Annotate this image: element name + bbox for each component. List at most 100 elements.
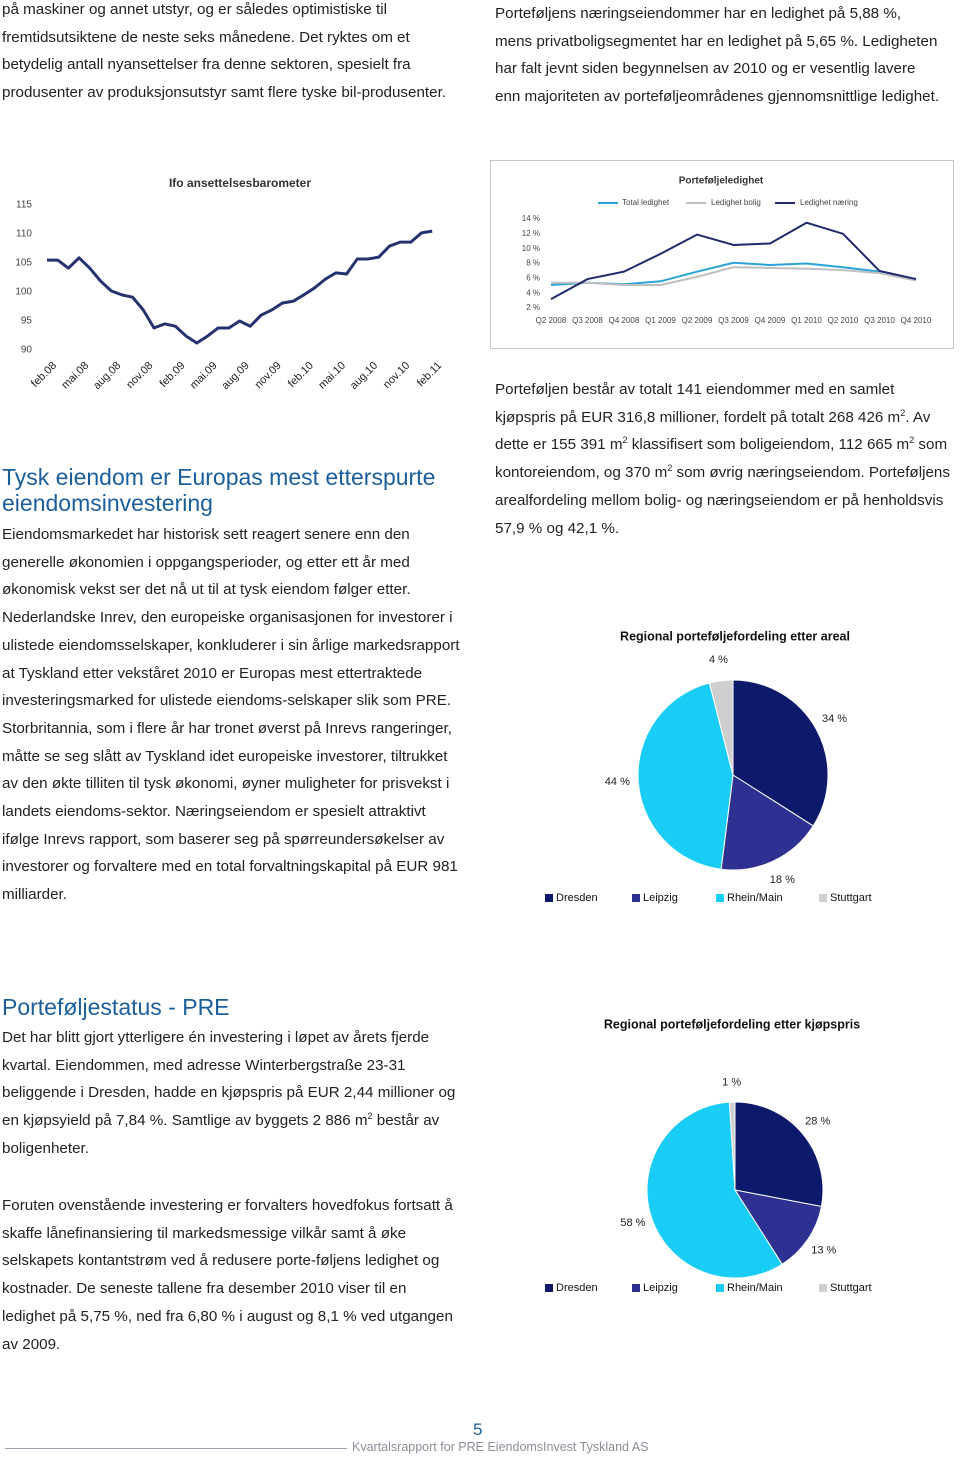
- intro-left: på maskiner og annet utstyr, og er såled…: [2, 1, 447, 102]
- chart: Regional porteføljefordeling etter kjøps…: [545, 1017, 872, 1294]
- y-tick-label: 12 %: [522, 229, 540, 238]
- y-tick-label: 8 %: [526, 259, 540, 268]
- y-tick-label: 14 %: [522, 214, 540, 223]
- legend-swatch: [716, 1284, 724, 1292]
- y-tick-label: 115: [16, 200, 32, 211]
- legend-label: Rhein/Main: [727, 1282, 783, 1294]
- pie-slice: [720, 774, 814, 871]
- pie-slice: [728, 1101, 736, 1191]
- chart-border: [490, 160, 954, 349]
- chart-title: Regional porteføljefordeling etter kjøps…: [604, 1017, 860, 1031]
- x-tick-label: Q2 2010: [828, 316, 859, 325]
- pie-slice: [637, 682, 734, 870]
- text-run: . Av dette er 155 391 m: [495, 408, 931, 454]
- x-tick-label: nov.08: [124, 360, 155, 391]
- section-body: Eiendomsmarkedet har historisk sett reag…: [2, 526, 460, 904]
- x-tick-label: Q1 2010: [791, 316, 822, 325]
- y-tick-label: 90: [21, 345, 33, 356]
- status-text: Foruten ovenstående investering er forva…: [2, 1197, 453, 1353]
- legend-swatch: [819, 894, 827, 902]
- x-tick-label: Q3 2010: [864, 316, 895, 325]
- y-tick-label: 100: [15, 287, 32, 298]
- text-run: Porteføljen består av totalt 141 eiendom…: [495, 381, 901, 426]
- slice-label: 1 %: [722, 1077, 741, 1089]
- series-line: [47, 229, 433, 345]
- x-tick-label: mai.09: [188, 360, 220, 392]
- y-tick-label: 110: [16, 229, 32, 240]
- x-tick-label: Q3 2008: [572, 316, 603, 325]
- slice-label: 13 %: [811, 1244, 836, 1256]
- legend-swatch: [819, 1284, 827, 1292]
- slice-label: 28 %: [805, 1115, 830, 1127]
- legend-label: Stuttgart: [830, 1282, 872, 1294]
- legend-label: Ledighet næring: [800, 198, 858, 207]
- slice-label: 4 %: [709, 654, 728, 666]
- legend-label: Leipzig: [643, 1282, 678, 1294]
- y-tick-label: 10 %: [522, 244, 540, 253]
- superscript: 2: [900, 407, 906, 418]
- y-tick-label: 6 %: [526, 273, 540, 282]
- footer-rule: [5, 1448, 347, 1449]
- series-line: [551, 266, 917, 287]
- superscript: 2: [667, 463, 673, 474]
- x-tick-label: Q2 2009: [682, 316, 713, 325]
- slice-label: 44 %: [605, 776, 630, 788]
- portfolio-text: Porteføljen består av totalt 141 eiendom…: [495, 376, 955, 542]
- footer-text: Kvartalsrapport for PRE EiendomsInvest T…: [352, 1440, 649, 1454]
- y-tick-label: 4 %: [526, 288, 540, 297]
- section-heading: Porteføljestatus - PRE: [2, 994, 230, 1020]
- legend-label: Leipzig: [643, 892, 678, 904]
- legend-swatch: [545, 1284, 553, 1292]
- x-tick-label: aug.10: [348, 360, 380, 392]
- pie-slice: [734, 1101, 824, 1208]
- pie-slice: [646, 1101, 783, 1279]
- superscript: 2: [367, 1111, 373, 1122]
- legend-label: Total ledighet: [622, 198, 670, 207]
- x-tick-label: Q4 2010: [901, 316, 932, 325]
- legend-swatch: [716, 894, 724, 902]
- x-tick-label: Q2 2008: [536, 316, 567, 325]
- series-line: [550, 221, 917, 300]
- legend-label: Dresden: [556, 892, 598, 904]
- intro-right: Porteføljens næringseiendommer har en le…: [495, 5, 940, 106]
- legend-label: Stuttgart: [830, 892, 872, 904]
- chart-title: Porteføljeledighet: [679, 176, 764, 187]
- chart: Regional porteføljefordeling etter areal…: [545, 629, 872, 904]
- chart: Porteføljeledighet 2 % 4 % 6 % 8 % 10 % 12 % 14…: [490, 160, 954, 349]
- chart-title: Regional porteføljefordeling etter areal: [620, 629, 850, 643]
- pie-slice: [733, 1189, 823, 1265]
- section-heading: Tysk eiendom er Europas mest etterspurte…: [2, 464, 436, 516]
- x-tick-label: feb.08: [29, 360, 59, 390]
- pie-slice: [708, 679, 734, 776]
- x-tick-label: aug.08: [91, 360, 123, 392]
- x-tick-label: nov.10: [381, 360, 412, 391]
- status-text: Det har blitt gjort ytterligere én inves…: [2, 1024, 457, 1163]
- page-number: 5: [473, 1420, 483, 1439]
- text-run: som øvrig næringseiendom. Porteføljens a…: [495, 464, 950, 537]
- legend-swatch: [632, 894, 640, 902]
- series-line: [550, 261, 917, 287]
- legend-swatch: [632, 1284, 640, 1292]
- legend-label: Dresden: [556, 1282, 598, 1294]
- text-run: som kontoreiendom, og 370 m: [495, 436, 948, 482]
- y-tick-label: 105: [15, 258, 32, 269]
- x-tick-label: Q3 2009: [718, 316, 749, 325]
- superscript: 2: [622, 435, 628, 446]
- text-run: Det har blitt gjort ytterligere én inves…: [2, 1029, 456, 1130]
- x-tick-label: mai.10: [316, 360, 348, 392]
- y-tick-label: 95: [21, 316, 33, 327]
- chart: Ifo ansettelsesbarometer 90 95 100 105 110 115…: [15, 176, 444, 392]
- slice-label: 58 %: [620, 1217, 645, 1229]
- x-tick-label: feb.09: [157, 360, 187, 390]
- chart-title: Ifo ansettelsesbarometer: [169, 176, 311, 190]
- y-tick-label: 2 %: [526, 303, 540, 312]
- x-tick-label: aug.09: [219, 360, 251, 392]
- slice-label: 18 %: [770, 874, 795, 886]
- legend-label: Ledighet bolig: [711, 198, 761, 207]
- x-tick-label: mai.08: [59, 360, 91, 392]
- x-tick-label: Q4 2008: [609, 316, 640, 325]
- x-tick-label: nov.09: [253, 360, 284, 391]
- pie-slice: [732, 679, 829, 827]
